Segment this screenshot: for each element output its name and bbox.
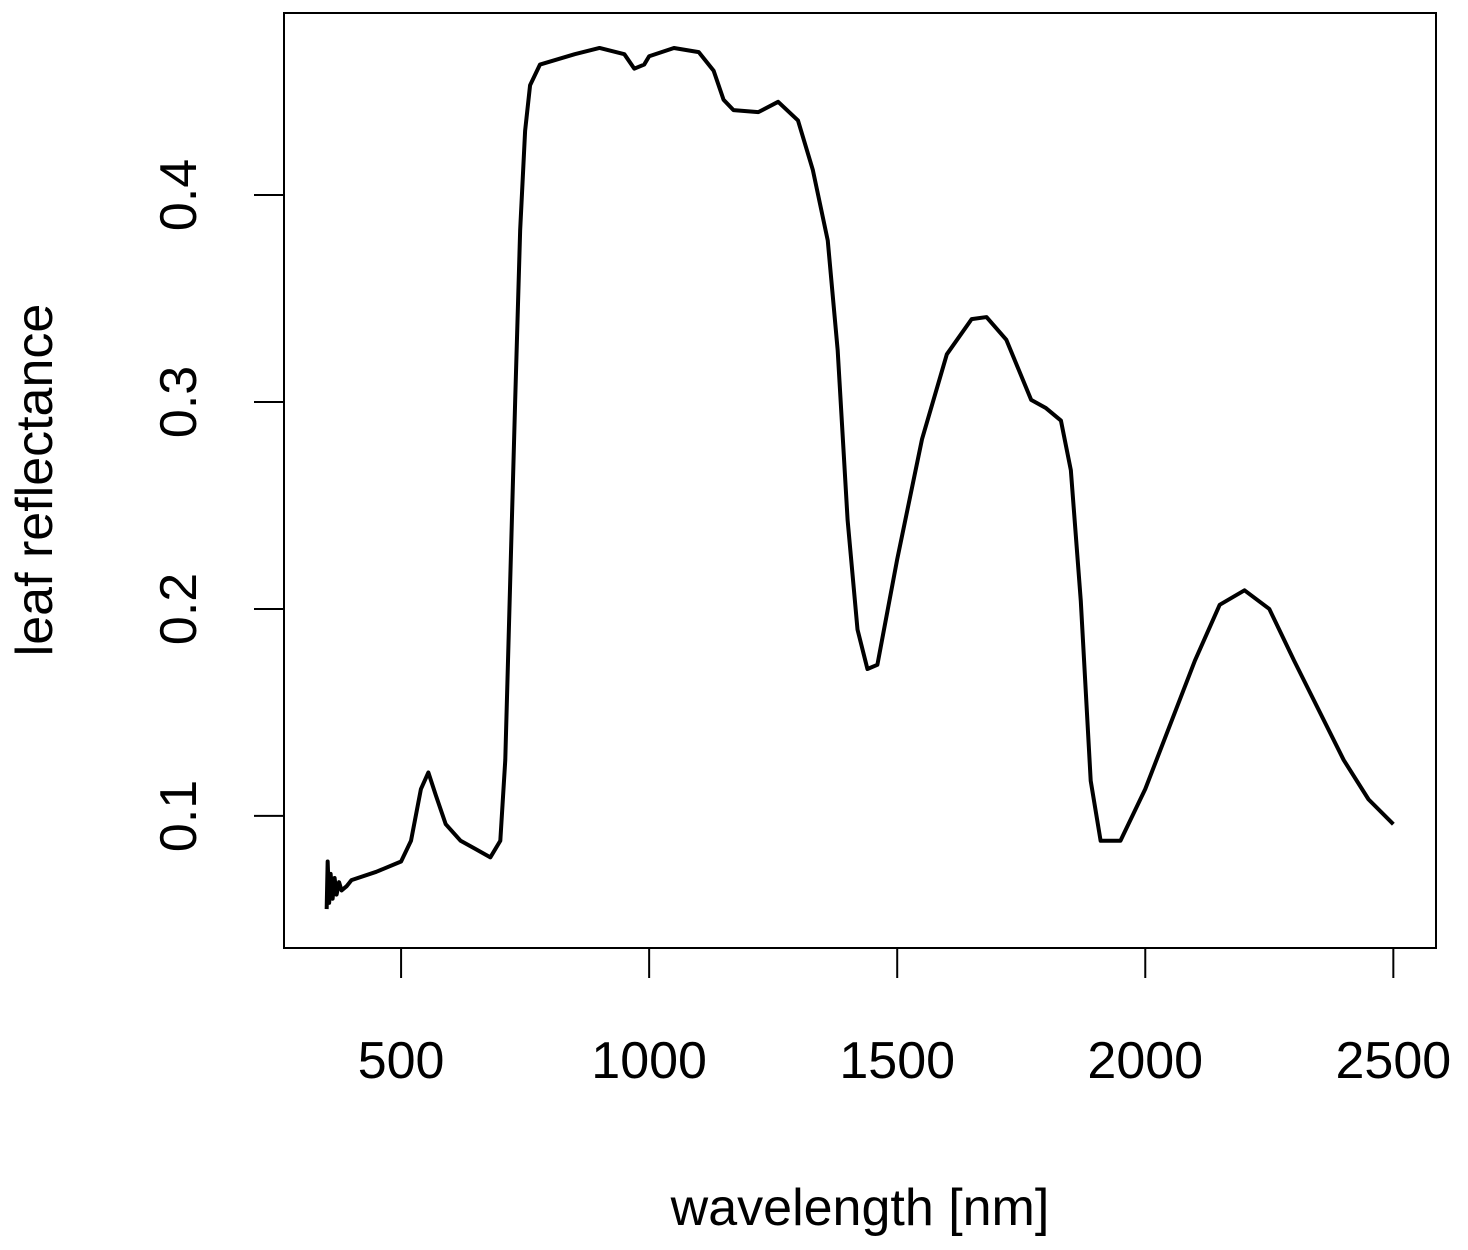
data-line <box>324 45 1395 910</box>
x-tick-label: 2500 <box>1335 1032 1451 1090</box>
x-tick-label: 500 <box>358 1032 445 1090</box>
x-tick-label: 2000 <box>1087 1032 1203 1090</box>
x-tick-label: 1000 <box>591 1032 707 1090</box>
x-tick-label: 1500 <box>839 1032 955 1090</box>
y-axis-label: leaf reflectance <box>6 304 64 657</box>
plot-frame <box>283 12 1437 949</box>
y-tick-label: 0.3 <box>150 366 208 438</box>
y-tick-label: 0.4 <box>150 159 208 231</box>
x-axis-label: wavelength [nm] <box>670 1179 1050 1237</box>
y-tick-label: 0.1 <box>150 780 208 852</box>
y-tick-label: 0.2 <box>150 573 208 645</box>
